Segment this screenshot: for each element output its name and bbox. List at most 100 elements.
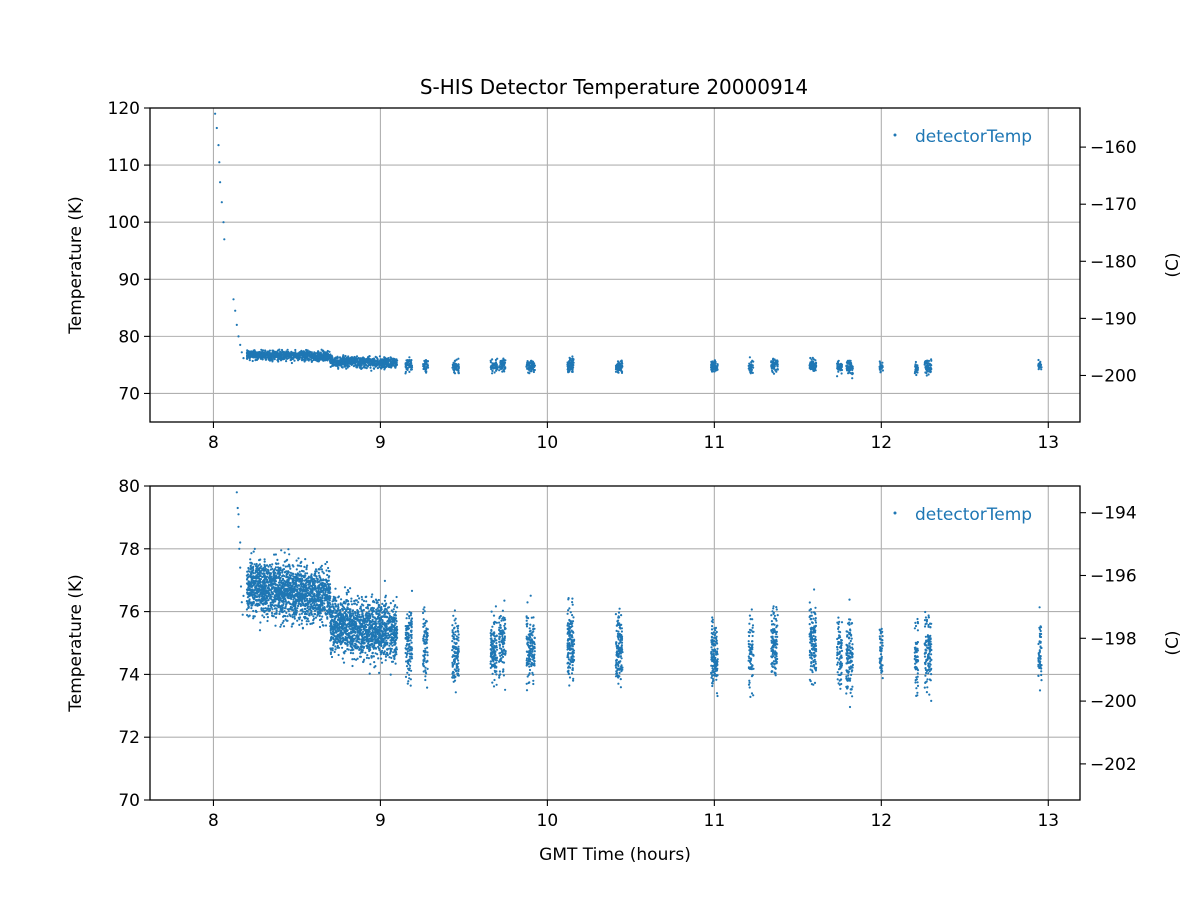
data-point bbox=[772, 372, 776, 375]
data-point bbox=[249, 588, 252, 591]
data-point bbox=[310, 588, 313, 591]
data-point bbox=[282, 614, 286, 618]
data-point bbox=[748, 362, 751, 365]
data-point bbox=[310, 579, 313, 583]
data-point bbox=[249, 354, 252, 357]
data-point bbox=[315, 356, 318, 359]
data-point bbox=[304, 584, 307, 587]
data-point bbox=[305, 566, 308, 569]
data-point bbox=[306, 597, 309, 601]
data-point bbox=[254, 356, 257, 359]
data-point bbox=[310, 578, 313, 581]
data-point bbox=[306, 609, 309, 612]
data-point bbox=[423, 359, 426, 362]
data-point bbox=[845, 365, 848, 368]
data-point bbox=[305, 568, 308, 571]
data-point bbox=[251, 352, 254, 355]
data-point bbox=[329, 360, 332, 363]
data-point bbox=[306, 601, 310, 604]
data-point bbox=[258, 577, 261, 581]
data-point bbox=[260, 586, 263, 589]
data-point bbox=[337, 653, 340, 657]
data-point bbox=[490, 365, 493, 368]
data-point bbox=[289, 584, 292, 587]
data-point bbox=[395, 595, 398, 599]
data-point bbox=[312, 354, 315, 358]
data-point bbox=[358, 648, 361, 652]
data-point bbox=[266, 587, 269, 590]
data-point bbox=[280, 585, 283, 588]
data-point bbox=[361, 362, 364, 365]
data-point bbox=[274, 616, 278, 619]
data-point bbox=[321, 582, 325, 585]
data-point bbox=[259, 558, 262, 561]
data-point bbox=[457, 371, 460, 374]
data-point bbox=[315, 570, 318, 573]
data-point bbox=[384, 659, 387, 662]
data-point bbox=[851, 377, 854, 380]
data-point bbox=[294, 348, 297, 352]
data-point bbox=[293, 600, 296, 604]
data-point bbox=[255, 358, 258, 361]
data-point bbox=[270, 601, 274, 604]
data-point bbox=[237, 525, 240, 528]
data-point bbox=[915, 373, 918, 377]
data-point bbox=[384, 653, 387, 656]
data-point bbox=[367, 360, 370, 363]
data-point bbox=[245, 578, 249, 581]
data-point bbox=[323, 587, 326, 590]
y2-tick-label: −190 bbox=[1090, 309, 1137, 329]
data-point bbox=[392, 364, 395, 367]
data-point bbox=[301, 626, 304, 629]
data-point bbox=[356, 609, 359, 612]
data-point bbox=[266, 595, 269, 598]
data-point bbox=[814, 369, 817, 372]
data-point bbox=[220, 201, 223, 204]
data-point bbox=[318, 608, 321, 611]
data-point bbox=[305, 587, 308, 590]
data-point bbox=[275, 594, 278, 597]
data-point bbox=[406, 368, 409, 371]
data-point bbox=[312, 352, 315, 355]
data-point bbox=[272, 571, 275, 574]
data-point bbox=[422, 363, 425, 366]
data-point bbox=[308, 601, 311, 604]
data-point bbox=[314, 604, 317, 607]
data-point bbox=[297, 598, 300, 601]
data-point bbox=[324, 578, 327, 581]
data-point bbox=[255, 589, 258, 592]
data-point bbox=[249, 558, 252, 561]
data-point bbox=[253, 349, 256, 352]
data-point bbox=[285, 356, 288, 359]
data-point bbox=[345, 630, 349, 633]
data-point bbox=[258, 352, 262, 355]
data-point bbox=[289, 356, 292, 359]
data-point bbox=[452, 361, 455, 364]
data-point bbox=[251, 604, 254, 607]
data-point bbox=[332, 362, 335, 365]
data-point bbox=[248, 601, 251, 604]
data-point bbox=[358, 366, 361, 369]
data-point bbox=[381, 360, 384, 363]
data-point bbox=[318, 603, 321, 607]
data-point bbox=[277, 597, 280, 600]
data-point bbox=[296, 586, 299, 589]
data-point bbox=[331, 630, 335, 633]
data-point bbox=[282, 357, 285, 360]
data-point bbox=[850, 366, 853, 369]
data-point bbox=[297, 604, 300, 608]
data-point bbox=[321, 355, 324, 358]
data-point bbox=[815, 364, 818, 367]
data-point bbox=[273, 604, 276, 608]
data-point bbox=[313, 592, 316, 596]
data-point bbox=[316, 611, 319, 614]
data-point bbox=[711, 362, 715, 365]
data-point bbox=[272, 569, 276, 572]
data-point bbox=[881, 361, 884, 364]
data-point bbox=[253, 547, 256, 551]
data-point bbox=[287, 576, 290, 579]
data-point bbox=[312, 607, 315, 610]
data-point bbox=[378, 355, 381, 358]
data-point bbox=[365, 600, 368, 603]
